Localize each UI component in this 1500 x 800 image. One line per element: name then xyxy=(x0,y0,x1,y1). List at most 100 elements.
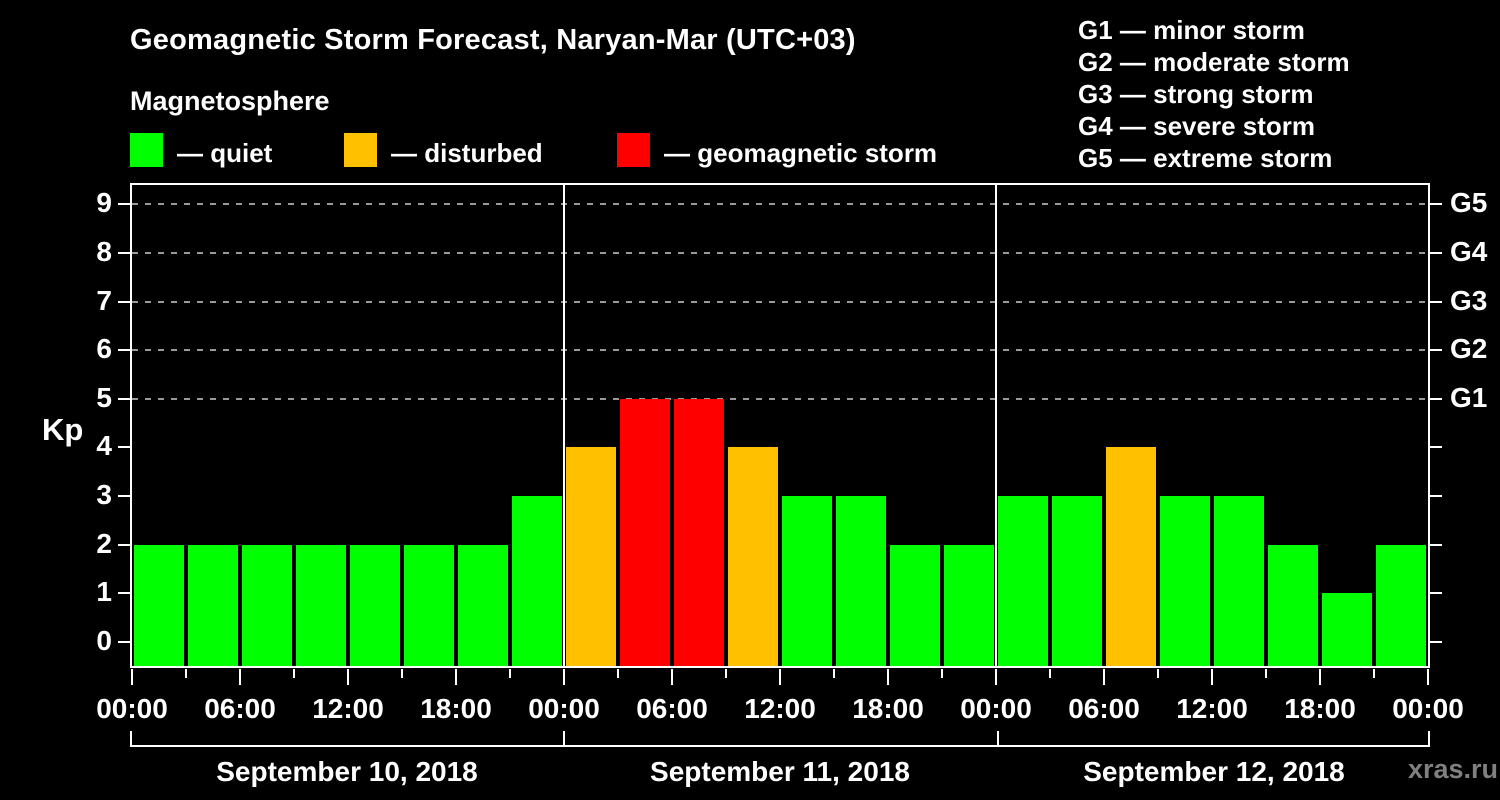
kp-bar-quiet xyxy=(296,545,346,666)
legend-label-quiet: — quiet xyxy=(177,138,273,168)
x-axis-tick-minor xyxy=(293,669,295,678)
x-axis-tick-major xyxy=(455,669,457,685)
y-axis-tick-right-1 xyxy=(1430,592,1442,594)
watermark: xras.ru xyxy=(1407,754,1498,784)
x-axis-tick-minor xyxy=(833,669,835,678)
y-axis-label-6: 6 xyxy=(96,333,112,364)
chart-title: Geomagnetic Storm Forecast, Naryan-Mar (… xyxy=(130,24,856,56)
kp-bar-quiet xyxy=(998,496,1048,666)
kp-bar-disturbed xyxy=(1106,447,1156,666)
x-axis-time-label: 18:00 xyxy=(852,693,924,724)
date-label: September 10, 2018 xyxy=(216,756,478,787)
y-axis-tick-right-2 xyxy=(1430,544,1442,546)
g-axis-label-g5: G5 xyxy=(1450,187,1488,218)
x-axis-tick-major xyxy=(563,669,565,685)
y-axis-tick-left-4 xyxy=(118,446,130,448)
g-scale-legend-item-g5: G5 — extreme storm xyxy=(1078,143,1333,173)
x-axis-tick-minor xyxy=(1049,669,1051,678)
y-axis-tick-left-1 xyxy=(118,592,130,594)
date-axis-tick xyxy=(563,731,565,745)
date-label: September 11, 2018 xyxy=(650,756,910,787)
y-axis-tick-left-6 xyxy=(118,349,130,351)
x-axis-tick-major xyxy=(1103,669,1105,685)
y-axis-label-3: 3 xyxy=(96,479,112,510)
kp-bar-quiet xyxy=(1376,545,1426,666)
x-axis-time-label: 18:00 xyxy=(420,693,492,724)
legend-swatch-storm xyxy=(617,133,650,167)
legend-swatch-quiet xyxy=(130,133,163,167)
y-axis-tick-left-7 xyxy=(118,301,130,303)
kp-bar-quiet xyxy=(944,545,994,666)
kp-bar-storm xyxy=(674,399,724,666)
day-separator-line xyxy=(563,185,565,666)
kp-bar-quiet xyxy=(188,545,238,666)
x-axis-time-label: 06:00 xyxy=(636,693,708,724)
gridline-kp-7 xyxy=(132,301,1428,303)
g-scale-legend-item-g2: G2 — moderate storm xyxy=(1078,47,1350,77)
x-axis-tick-major xyxy=(1211,669,1213,685)
legend-label-disturbed: — disturbed xyxy=(391,138,543,168)
y-axis-tick-left-9 xyxy=(118,203,130,205)
y-axis-tick-right-7 xyxy=(1430,301,1442,303)
y-axis-label-8: 8 xyxy=(96,236,112,267)
x-axis-tick-major xyxy=(671,669,673,685)
x-axis-tick-major xyxy=(887,669,889,685)
gridline-kp-8 xyxy=(132,252,1428,254)
y-axis-tick-right-9 xyxy=(1430,203,1442,205)
x-axis-tick-major xyxy=(995,669,997,685)
y-axis-tick-right-8 xyxy=(1430,252,1442,254)
x-axis-tick-major xyxy=(239,669,241,685)
g-axis-label-g1: G1 xyxy=(1450,382,1488,413)
kp-bar-quiet xyxy=(890,545,940,666)
date-label: September 12, 2018 xyxy=(1083,756,1345,787)
x-axis-time-label: 12:00 xyxy=(312,693,384,724)
kp-bar-disturbed xyxy=(566,447,616,666)
g-scale-legend-item-g1: G1 — minor storm xyxy=(1078,15,1305,45)
g-axis-label-g4: G4 xyxy=(1450,236,1488,267)
x-axis-time-label: 00:00 xyxy=(528,693,600,724)
y-axis-tick-left-5 xyxy=(118,398,130,400)
legend-swatch-disturbed xyxy=(344,133,377,167)
y-axis-title: Kp xyxy=(42,412,84,447)
x-axis-tick-major xyxy=(779,669,781,685)
x-axis-time-label: 06:00 xyxy=(204,693,276,724)
kp-bar-quiet xyxy=(782,496,832,666)
x-axis-tick-minor xyxy=(725,669,727,678)
kp-bar-quiet xyxy=(836,496,886,666)
chart-subtitle: Magnetosphere xyxy=(130,86,330,116)
y-axis-label-7: 7 xyxy=(96,285,112,316)
x-axis-time-label: 18:00 xyxy=(1284,693,1356,724)
plot-area xyxy=(130,183,1430,668)
gridline-kp-6 xyxy=(132,349,1428,351)
kp-bar-quiet xyxy=(404,545,454,666)
kp-bar-disturbed xyxy=(728,447,778,666)
kp-bar-quiet xyxy=(458,545,508,666)
kp-bar-quiet xyxy=(1160,496,1210,666)
x-axis-time-label: 00:00 xyxy=(960,693,1032,724)
x-axis-tick-major xyxy=(131,669,133,685)
y-axis-tick-left-3 xyxy=(118,495,130,497)
kp-bar-quiet xyxy=(350,545,400,666)
x-axis-tick-minor xyxy=(509,669,511,678)
kp-bar-quiet xyxy=(1214,496,1264,666)
g-axis-label-g2: G2 xyxy=(1450,333,1488,364)
x-axis-tick-major xyxy=(1427,669,1429,685)
y-axis-tick-left-0 xyxy=(118,641,130,643)
y-axis-label-5: 5 xyxy=(96,382,112,413)
kp-bar-storm xyxy=(620,399,670,666)
y-axis-tick-right-0 xyxy=(1430,641,1442,643)
g-scale-legend-item-g3: G3 — strong storm xyxy=(1078,79,1314,109)
date-axis-tick xyxy=(1428,731,1430,745)
y-axis-tick-left-8 xyxy=(118,252,130,254)
x-axis-tick-minor xyxy=(401,669,403,678)
date-axis-tick xyxy=(130,731,132,745)
kp-bar-quiet xyxy=(242,545,292,666)
date-axis-line xyxy=(130,745,1430,747)
y-axis-tick-right-4 xyxy=(1430,446,1442,448)
legend-label-storm: — geomagnetic storm xyxy=(664,138,938,168)
kp-bar-quiet xyxy=(1322,593,1372,666)
x-axis-time-label: 06:00 xyxy=(1068,693,1140,724)
kp-bar-quiet xyxy=(1268,545,1318,666)
x-axis-time-label: 00:00 xyxy=(96,693,168,724)
date-axis-tick xyxy=(997,731,999,745)
